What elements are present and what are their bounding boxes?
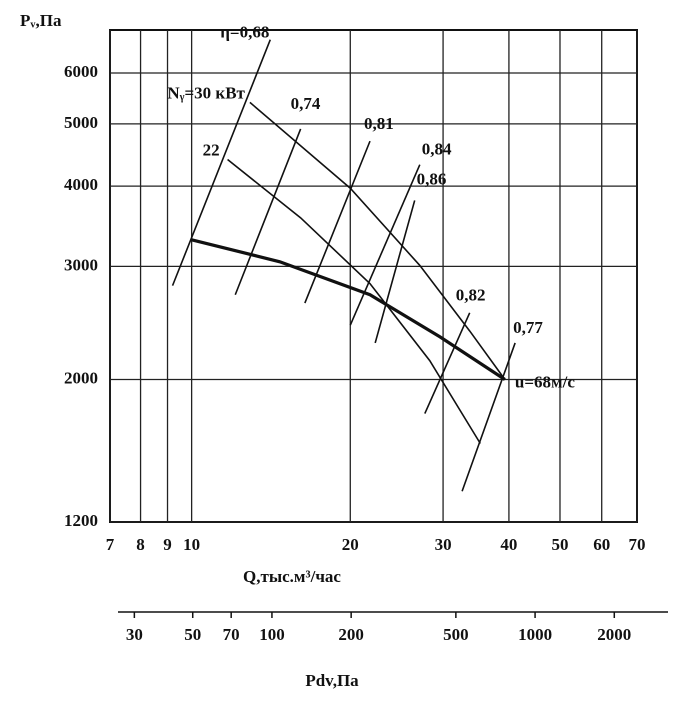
- curve-label: 22: [203, 140, 220, 159]
- x-tick-label: 7: [106, 535, 115, 554]
- x-tick-label: 10: [183, 535, 200, 554]
- curve-label: 0,81: [364, 114, 394, 133]
- curve-label: u=68м/с: [515, 372, 575, 391]
- curve: [374, 200, 416, 344]
- x-tick-label: 9: [163, 535, 172, 554]
- curve-label: 0,77: [513, 318, 543, 337]
- curve: [304, 140, 371, 304]
- curve-label: 0,84: [422, 140, 452, 159]
- x2-tick-label: 50: [184, 625, 201, 644]
- curve-label: 0,82: [456, 286, 486, 305]
- y-tick-label: 6000: [64, 62, 98, 81]
- curve: [227, 158, 481, 444]
- curve-label: 0,86: [417, 169, 447, 188]
- x-axis-title: Q,тыс.м³/час: [243, 567, 341, 586]
- x2-tick-label: 1000: [518, 625, 552, 644]
- x-tick-label: 60: [593, 535, 610, 554]
- curve: [349, 164, 421, 326]
- x2-tick-label: 30: [126, 625, 143, 644]
- x-tick-label: 30: [435, 535, 452, 554]
- curve: [171, 39, 272, 286]
- x2-tick-label: 200: [338, 625, 364, 644]
- x-tick-label: 20: [342, 535, 359, 554]
- x-tick-label: 40: [500, 535, 517, 554]
- y-tick-label: 3000: [64, 255, 98, 274]
- curve: [249, 101, 506, 380]
- x-tick-label: 8: [136, 535, 145, 554]
- curve: [234, 128, 302, 296]
- x2-tick-label: 500: [443, 625, 469, 644]
- curve: [424, 312, 471, 414]
- y-tick-label: 5000: [64, 113, 98, 132]
- curve: [461, 342, 516, 492]
- x2-axis-title: Pdv,Па: [305, 671, 359, 690]
- curve-label: Nᵧ=30 кВт: [167, 83, 245, 102]
- curve-label: η=0,68: [220, 23, 269, 42]
- x-tick-label: 70: [629, 535, 646, 554]
- y-axis-title: Pᵥ,Па: [20, 11, 62, 30]
- curve-label: 0,74: [291, 94, 321, 113]
- y-tick-label: 4000: [64, 175, 98, 194]
- y-tick-label: 2000: [64, 368, 98, 387]
- y-tick-label: 1200: [64, 511, 98, 530]
- x2-tick-label: 2000: [597, 625, 631, 644]
- x2-tick-label: 100: [259, 625, 285, 644]
- x-tick-label: 50: [551, 535, 568, 554]
- x2-tick-label: 70: [223, 625, 240, 644]
